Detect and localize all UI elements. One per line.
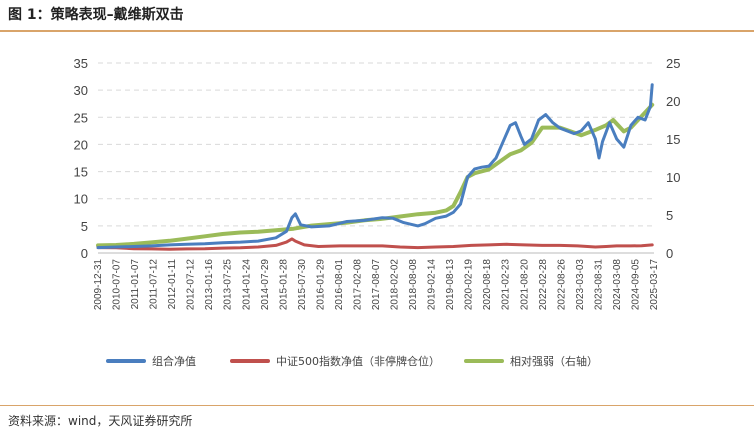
- x-axis-tick-label: 2019-08-13: [445, 259, 456, 311]
- x-axis-tick-label: 2024-09-05: [630, 259, 641, 311]
- left-axis-tick-label: 15: [74, 165, 88, 180]
- x-axis-tick-label: 2021-08-20: [519, 259, 530, 311]
- x-axis-tick-label: 2016-08-01: [334, 259, 345, 311]
- legend-label: 组合净值: [152, 354, 196, 368]
- x-axis-tick-label: 2009-12-31: [93, 259, 104, 311]
- source-note: 资料来源：wind，天风证券研究所: [8, 414, 193, 428]
- series-lines: [96, 83, 655, 251]
- x-axis-tick-label: 2015-07-30: [297, 259, 308, 311]
- right-axis-tick-label: 20: [666, 94, 680, 109]
- x-axis-tick-label: 2015-01-28: [278, 259, 289, 311]
- chart-grid: [98, 62, 654, 254]
- x-axis-tick-label: 2017-02-08: [352, 259, 363, 311]
- footer-divider: [0, 405, 754, 406]
- right-axis-labels: 0 5 10 15 20 25: [666, 56, 680, 261]
- x-axis-tick-label: 2011-01-07: [130, 259, 141, 310]
- title-divider: [0, 30, 754, 32]
- x-axis-tick-label: 2018-08-08: [408, 259, 419, 311]
- x-axis-tick-label: 2020-02-19: [464, 259, 475, 311]
- series-line: [96, 102, 655, 248]
- x-axis-tick-label: 2012-01-11: [167, 259, 178, 310]
- left-axis-tick-label: 30: [74, 83, 88, 98]
- right-axis-tick-label: 5: [666, 208, 673, 223]
- left-axis-labels: 0 5 10 15 20 25 30 35: [74, 56, 88, 261]
- left-axis-tick-label: 35: [74, 56, 88, 71]
- right-axis-tick-label: 15: [666, 132, 680, 147]
- x-axis-tick-label: 2023-03-03: [575, 259, 586, 311]
- left-axis-tick-label: 25: [74, 110, 88, 125]
- left-axis-tick-label: 5: [81, 219, 88, 234]
- x-axis-tick-label: 2019-02-14: [427, 259, 438, 311]
- x-axis-tick-label: 2018-02-02: [390, 259, 401, 311]
- x-axis-labels: 2009-12-31 2010-07-07 2011-01-07 2011-07-12…: [93, 259, 660, 311]
- x-axis-tick-label: 2013-01-16: [204, 259, 215, 311]
- series-line: [96, 237, 654, 251]
- x-axis-tick-label: 2012-07-12: [186, 259, 197, 311]
- x-axis-tick-label: 2014-07-29: [260, 259, 271, 311]
- x-axis-tick-label: 2014-01-24: [241, 259, 252, 311]
- left-axis-tick-label: 10: [74, 192, 88, 207]
- x-axis-tick-label: 2011-07-12: [149, 259, 160, 310]
- legend-label: 中证500指数净值（非停牌仓位）: [276, 354, 440, 368]
- x-axis-tick-label: 2022-08-26: [556, 259, 567, 311]
- right-axis-tick-label: 10: [666, 170, 680, 185]
- x-axis-tick-label: 2024-03-08: [612, 259, 623, 311]
- x-axis-tick-label: 2016-01-29: [315, 259, 326, 311]
- right-axis-tick-label: 25: [666, 56, 680, 71]
- chart-legend: 组合净值 中证500指数净值（非停牌仓位） 相对强弱（右轴）: [106, 354, 598, 368]
- x-axis-tick-label: 2020-08-18: [482, 259, 493, 311]
- left-axis-tick-label: 0: [81, 246, 88, 261]
- right-axis-tick-label: 0: [666, 246, 673, 261]
- x-axis-tick-label: 2010-07-07: [112, 259, 123, 311]
- series-line: [96, 83, 654, 250]
- legend-label: 相对强弱（右轴）: [510, 354, 598, 368]
- left-axis-tick-label: 20: [74, 137, 88, 152]
- x-axis-tick-label: 2021-02-23: [501, 259, 512, 311]
- strategy-chart: 0 5 10 15 20 25 30 35 0 5 10 15 20 25 2009-12-31 2010…: [74, 56, 681, 368]
- x-axis-tick-label: 2017-08-07: [371, 259, 382, 311]
- x-axis-tick-label: 2025-03-17: [649, 259, 660, 311]
- figure-title: 图 1：策略表现–戴维斯双击: [8, 7, 184, 23]
- x-axis-tick-label: 2022-02-28: [538, 259, 549, 311]
- x-axis-tick-label: 2023-08-31: [593, 259, 604, 311]
- x-axis-tick-label: 2013-07-25: [223, 259, 234, 311]
